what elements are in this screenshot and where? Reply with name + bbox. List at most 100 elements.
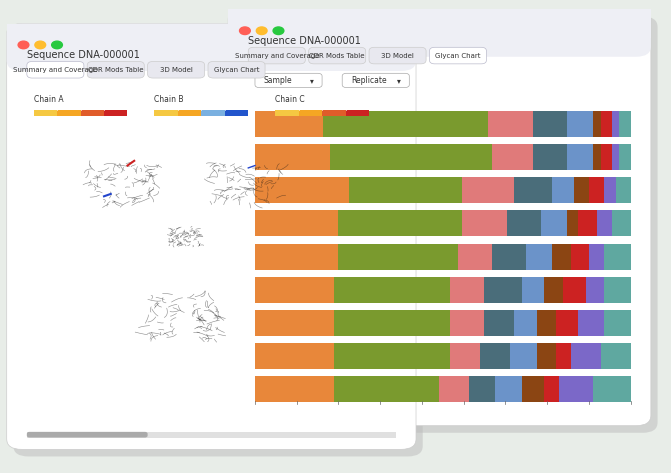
Text: Replicate: Replicate bbox=[351, 76, 386, 85]
Bar bbox=[601, 144, 612, 170]
Bar bbox=[255, 277, 334, 303]
Bar bbox=[522, 277, 544, 303]
Bar bbox=[605, 277, 631, 303]
FancyBboxPatch shape bbox=[369, 47, 426, 64]
Bar bbox=[593, 376, 631, 402]
Bar bbox=[201, 110, 225, 116]
Bar bbox=[57, 110, 81, 116]
Bar bbox=[514, 310, 537, 336]
Bar bbox=[556, 310, 578, 336]
Bar bbox=[323, 111, 488, 137]
Bar bbox=[593, 111, 601, 137]
Text: 3D Model: 3D Model bbox=[381, 53, 414, 59]
Text: Sample: Sample bbox=[264, 76, 293, 85]
Circle shape bbox=[52, 41, 62, 49]
Bar bbox=[537, 310, 556, 336]
Bar bbox=[552, 244, 570, 270]
Text: 3D Model: 3D Model bbox=[160, 67, 193, 73]
Text: Chain B: Chain B bbox=[154, 95, 184, 104]
Bar bbox=[533, 111, 567, 137]
Bar bbox=[255, 111, 323, 137]
Bar bbox=[104, 110, 127, 116]
Circle shape bbox=[240, 27, 250, 35]
Text: ▾: ▾ bbox=[310, 76, 314, 85]
FancyBboxPatch shape bbox=[309, 47, 366, 64]
Circle shape bbox=[256, 27, 267, 35]
Text: Summary and Coverage: Summary and Coverage bbox=[13, 67, 97, 73]
Bar bbox=[552, 177, 574, 203]
Circle shape bbox=[18, 41, 29, 49]
Bar bbox=[255, 343, 334, 369]
Bar bbox=[255, 310, 334, 336]
Bar bbox=[589, 244, 605, 270]
Bar bbox=[484, 277, 522, 303]
Bar bbox=[27, 432, 396, 438]
Bar bbox=[544, 376, 560, 402]
Bar bbox=[255, 376, 334, 402]
FancyBboxPatch shape bbox=[148, 61, 205, 78]
Bar bbox=[299, 110, 322, 116]
Bar bbox=[492, 144, 533, 170]
Bar bbox=[522, 376, 544, 402]
Bar bbox=[330, 144, 492, 170]
Bar bbox=[514, 177, 552, 203]
Bar bbox=[275, 110, 299, 116]
Bar bbox=[154, 110, 178, 116]
FancyBboxPatch shape bbox=[429, 47, 486, 64]
Bar bbox=[612, 111, 619, 137]
Bar bbox=[525, 244, 552, 270]
FancyBboxPatch shape bbox=[87, 61, 144, 78]
Bar bbox=[225, 110, 248, 116]
Bar bbox=[450, 310, 484, 336]
Bar bbox=[616, 177, 631, 203]
Text: Chain C: Chain C bbox=[275, 95, 305, 104]
Bar bbox=[255, 144, 330, 170]
Bar bbox=[255, 210, 338, 236]
Bar bbox=[495, 376, 522, 402]
Text: Chain A: Chain A bbox=[34, 95, 63, 104]
Bar bbox=[492, 244, 525, 270]
Bar bbox=[567, 144, 593, 170]
FancyBboxPatch shape bbox=[228, 9, 651, 57]
Bar bbox=[570, 343, 601, 369]
Text: ▾: ▾ bbox=[397, 76, 401, 85]
Text: Glycan Chart: Glycan Chart bbox=[435, 53, 480, 59]
Bar bbox=[605, 244, 631, 270]
Bar bbox=[439, 376, 469, 402]
Bar bbox=[556, 343, 570, 369]
Bar bbox=[601, 343, 631, 369]
Bar bbox=[338, 210, 462, 236]
Bar bbox=[507, 210, 541, 236]
Bar bbox=[544, 277, 563, 303]
Bar bbox=[349, 177, 462, 203]
Bar bbox=[81, 110, 104, 116]
Circle shape bbox=[273, 27, 284, 35]
Bar bbox=[567, 111, 593, 137]
Bar bbox=[334, 310, 450, 336]
Bar bbox=[619, 144, 631, 170]
Bar bbox=[574, 177, 589, 203]
Circle shape bbox=[35, 41, 46, 49]
Bar bbox=[469, 376, 495, 402]
Bar bbox=[488, 111, 533, 137]
Bar bbox=[480, 343, 511, 369]
Text: CDR Mods Table: CDR Mods Table bbox=[88, 67, 144, 73]
Text: CDR Mods Table: CDR Mods Table bbox=[309, 53, 365, 59]
Bar bbox=[322, 110, 346, 116]
Bar bbox=[334, 277, 450, 303]
Bar bbox=[338, 244, 458, 270]
Text: Glycan Chart: Glycan Chart bbox=[214, 67, 259, 73]
Bar bbox=[450, 343, 480, 369]
Bar bbox=[511, 343, 537, 369]
Bar bbox=[346, 110, 369, 116]
Bar bbox=[597, 210, 612, 236]
Bar bbox=[178, 110, 201, 116]
Bar bbox=[619, 111, 631, 137]
Bar bbox=[334, 343, 450, 369]
FancyBboxPatch shape bbox=[13, 31, 423, 456]
Bar bbox=[589, 177, 605, 203]
Bar bbox=[567, 210, 578, 236]
FancyBboxPatch shape bbox=[7, 24, 416, 71]
Bar bbox=[578, 210, 597, 236]
FancyBboxPatch shape bbox=[235, 17, 658, 433]
